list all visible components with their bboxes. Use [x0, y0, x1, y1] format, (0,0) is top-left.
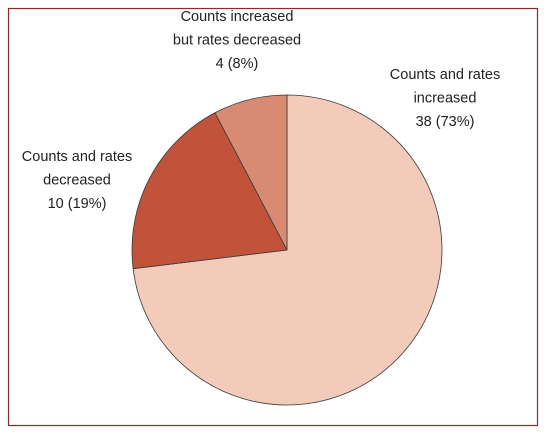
value-label: 4 (8%): [216, 56, 259, 72]
pie-slice: [132, 94, 443, 406]
value-label: 38 (73%): [416, 114, 475, 130]
slice-label: Counts and rates: [390, 67, 500, 83]
pie-slice: [214, 94, 288, 251]
slice-label: increased: [414, 90, 477, 106]
slice-label: decreased: [43, 172, 111, 188]
value-label: 10 (19%): [48, 196, 107, 212]
slice-label: Counts and rates: [22, 149, 132, 165]
slice-label: but rates decreased: [173, 32, 301, 48]
pie-slice: [131, 112, 288, 270]
slice-label: Counts increased: [181, 9, 294, 25]
